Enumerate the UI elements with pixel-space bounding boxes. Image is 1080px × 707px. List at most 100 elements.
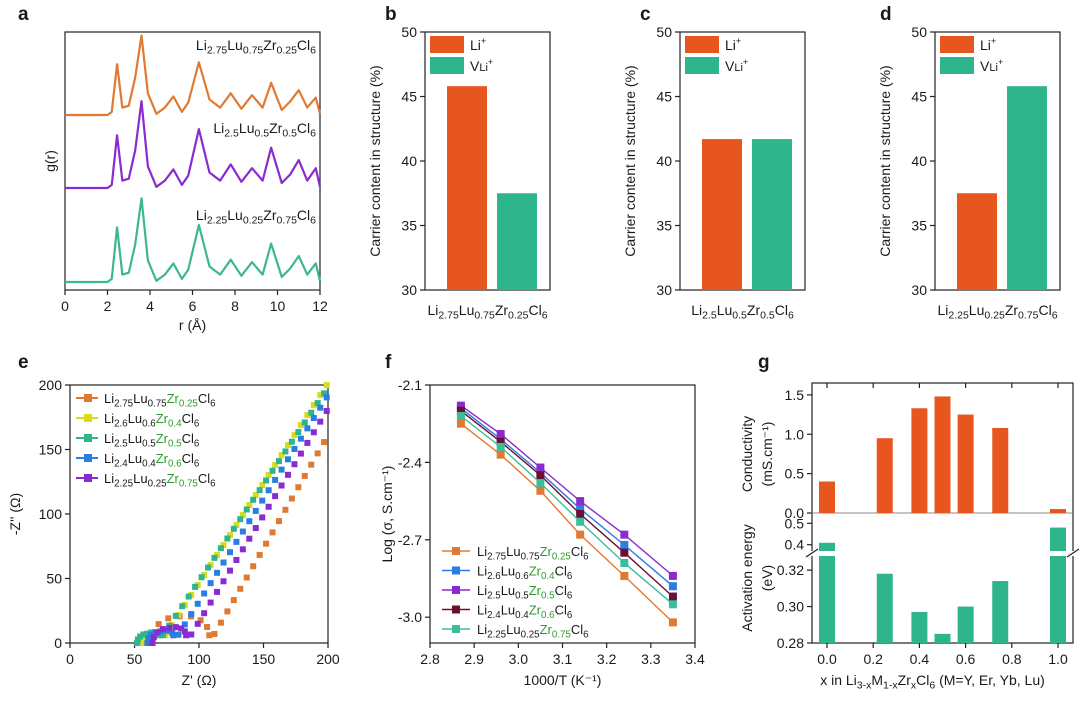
panel-b-legend-vli-swatch [430,57,464,74]
formula-part: Cl [555,583,567,598]
panel-f-marker [668,582,677,591]
formula-part: 2.75 [487,551,507,562]
formula-part: Cl [297,120,310,136]
formula-part: 2.25 [487,629,507,640]
panel-e-marker [155,621,162,628]
panel-e-marker [211,554,218,561]
panel-e-letter: e [18,352,29,373]
panel-f-marker [620,571,629,580]
panel-e-legend-marker [84,414,92,422]
formula-part: Lu [128,431,142,446]
panel-e-marker [263,540,270,547]
panel-e-marker [295,484,302,491]
formula-part: Zr [156,431,169,446]
panel-g-activation-bar [911,612,928,643]
legend-sub: Li [989,62,998,74]
panel-g-top-ylabel2: (mS.cm⁻¹) [759,422,775,487]
panel-g-break-mark [805,548,819,558]
panel-d-ytick-label: 35 [911,218,927,234]
panel-f-marker [456,411,465,420]
formula-part: Lu [227,37,243,53]
panel-f-marker [576,530,585,539]
panel-e-ylabel: -Z'' (Ω) [7,493,23,535]
panel-f-marker [496,450,505,459]
panel-f-marker [620,548,629,557]
panel-a-series-label: Li2.5Lu0.5Zr0.5Cl6 [213,120,316,140]
panel-f-marker [496,442,505,451]
panel-c-legend-vli-swatch [685,57,719,74]
panel-f-marker [496,430,505,439]
formula-part: 2.6 [487,571,501,582]
panel-a-letter: a [18,4,29,25]
panel-e-legend-label: Li2.4Lu0.4Zr0.6Cl6 [104,451,199,469]
panel-f-marker [668,618,677,627]
formula-part: 0.75 [552,629,572,640]
panel-a-series-line [65,34,322,117]
panel-a-xtick-label: 6 [189,298,197,314]
panel-e-marker [197,617,204,624]
panel-e-marker [194,620,201,627]
panel-e-marker [211,630,218,637]
formula-part: Zr [529,603,542,618]
panel-g-bottom-ytick-label: 0.32 [777,562,804,578]
panel-g-xtick-label: 0.6 [956,651,976,667]
formula-part: 6 [310,128,316,140]
formula-part: 0.4 [541,571,555,582]
panel-e-marker [150,634,157,641]
panel-f-marker [620,540,629,549]
panel-e-marker [291,432,298,439]
panel-a-xtick-label: 4 [146,298,154,314]
formula-part: Cl [297,207,310,223]
formula-part: 0.5 [142,438,156,449]
panel-a-xlabel: r (Å) [179,317,206,333]
formula-part: 6 [310,215,316,227]
panel-b-ytick-label: 50 [401,24,417,40]
panel-g-activation-bar [992,581,1009,643]
formula-part: Li [104,391,114,406]
formula-part: Zr [747,302,761,318]
panel-e-marker [194,600,201,607]
panel-c-ytick-label: 45 [656,89,672,105]
formula-part: 2.5 [487,590,501,601]
panel-e-marker [204,623,211,630]
panel-e-marker [214,588,221,595]
panel-f-marker [668,600,677,609]
panel-b-ytick-label: 30 [401,282,417,298]
panel-e-marker [149,640,156,646]
formula-part: Zr [495,302,509,318]
panel-e-marker [237,585,244,592]
formula-part: 6 [567,571,572,582]
panel-e-xtick-label: 150 [252,651,276,667]
panel-e-series [134,390,328,646]
panel-g-bottom-ylabel2: (eV) [759,565,775,591]
formula-part: 6 [567,610,572,621]
formula-part: 6 [210,398,215,409]
panel-g-letter: g [758,352,770,373]
panel-f-letter: f [385,352,392,373]
formula-part: 6 [1052,310,1058,322]
panel-e-marker [217,619,224,626]
formula-part: Zr [540,544,553,559]
panel-e-xlabel: Z' (Ω) [182,672,217,688]
formula-part: M [871,672,883,688]
panel-e-marker [183,632,190,639]
panel-e-marker [207,599,214,606]
panel-e-marker [159,632,166,639]
formula-part: Li [691,302,702,318]
panel-f-ytick-label: -2.7 [398,532,422,548]
panel-g-activation-bar [819,542,835,643]
panel-e-marker [172,624,179,631]
panel-e-marker [220,542,227,549]
panel-c-ytick-label: 35 [656,218,672,234]
formula-part: 6 [210,478,215,489]
panel-f-legend-marker [452,625,460,633]
panel-e-marker [188,611,195,618]
panel-e-legend-label: Li2.25Lu0.25Zr0.75Cl6 [104,471,216,489]
panel-a-xtick-label: 2 [104,298,112,314]
panel-f-legend-marker [452,586,460,594]
formula-part: 0.75 [276,215,297,227]
panel-e-marker [259,482,266,489]
formula-part: Li [104,471,114,486]
panel-e-marker [304,412,311,419]
panel-f-series-line [460,415,674,605]
